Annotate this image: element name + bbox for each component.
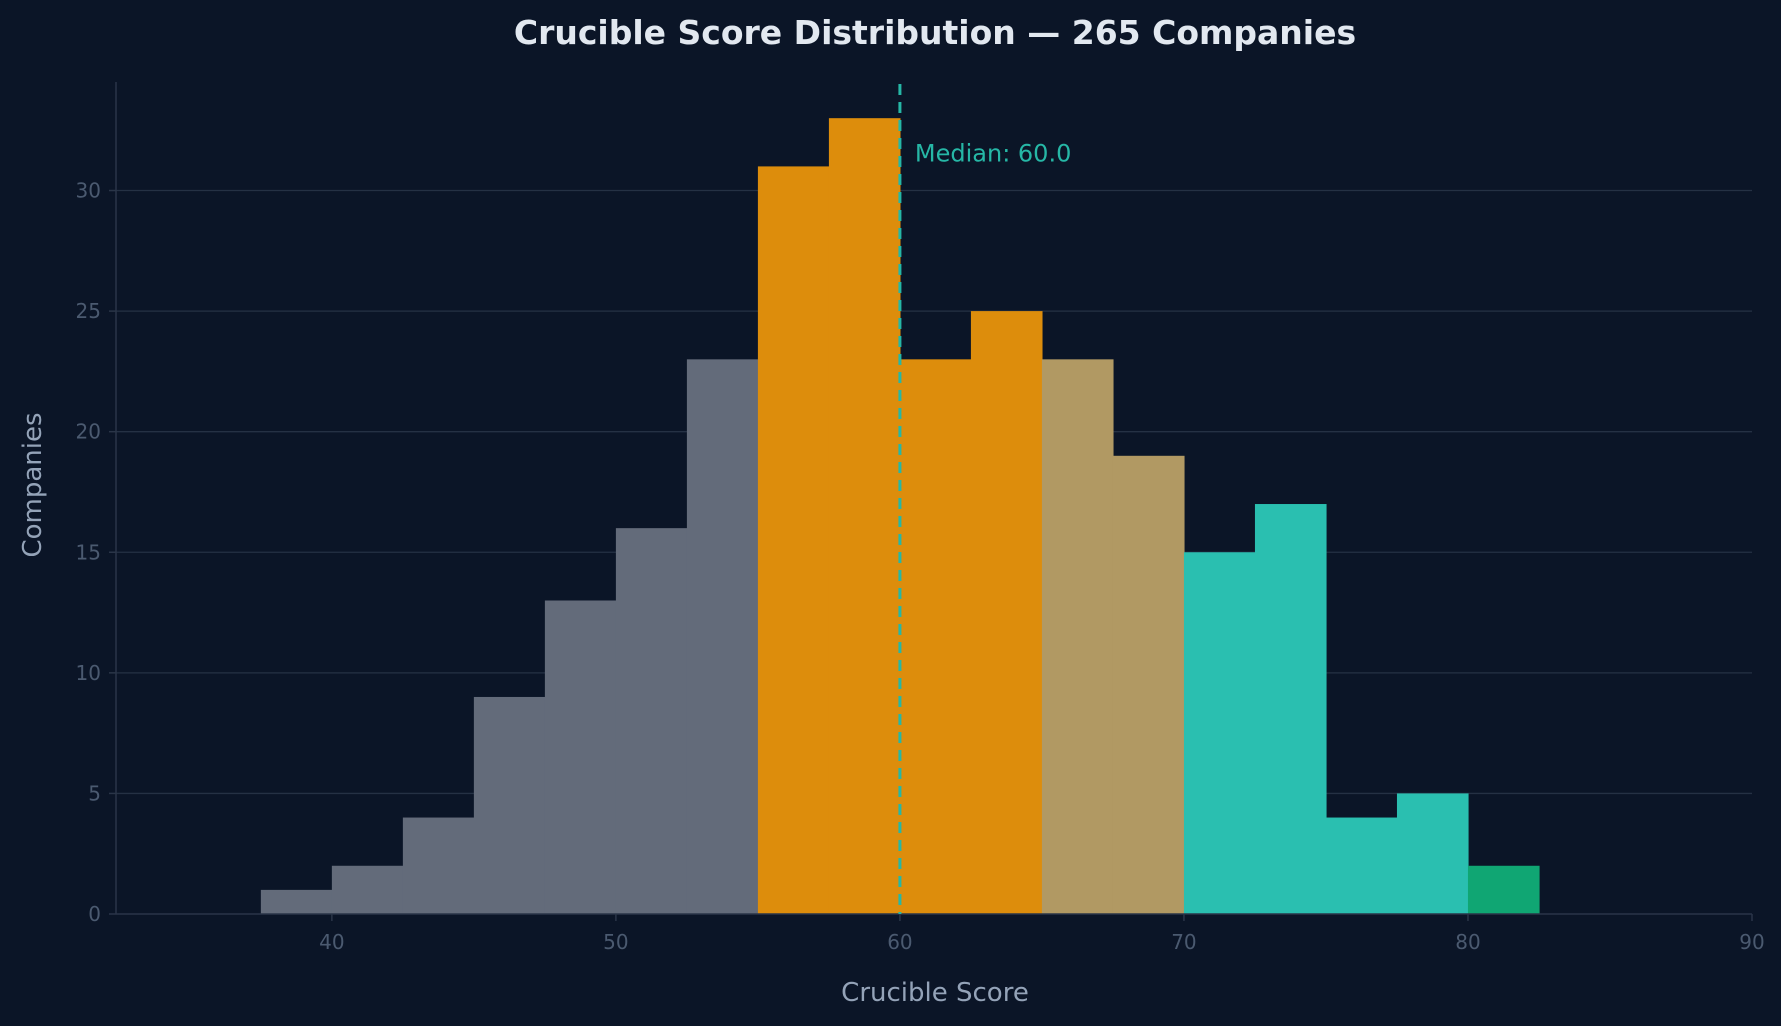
x-tick-label: 60 — [887, 930, 912, 954]
histogram-bar — [1112, 455, 1185, 914]
y-tick-label: 10 — [76, 661, 101, 685]
bars-layer — [260, 118, 1540, 915]
histogram-bar — [1254, 504, 1327, 914]
histogram-bar — [899, 359, 972, 914]
histogram-bar — [686, 359, 759, 914]
ticks-layer: 40 50 60 70 80 90 0 5 10 15 20 25 30 — [76, 179, 1765, 954]
y-tick-label: 0 — [88, 902, 101, 926]
x-tick-label: 40 — [319, 930, 344, 954]
histogram-bar — [1325, 817, 1398, 914]
x-tick-label: 50 — [603, 930, 628, 954]
histogram-bar — [828, 118, 901, 915]
histogram-bar — [473, 696, 546, 914]
median-layer: Median: 60.0 — [898, 84, 1071, 914]
median-label: Median: 60.0 — [915, 140, 1071, 168]
histogram-bar — [1396, 793, 1469, 914]
x-tick-label: 90 — [1739, 930, 1764, 954]
histogram-bar — [402, 817, 475, 914]
histogram-bar — [260, 889, 333, 914]
y-tick-label: 5 — [88, 781, 101, 805]
chart-title: Crucible Score Distribution — 265 Compan… — [514, 13, 1356, 52]
histogram-bar — [615, 528, 688, 914]
histogram-bar — [331, 865, 404, 914]
x-axis-label: Crucible Score — [841, 978, 1029, 1008]
y-tick-label: 25 — [76, 299, 101, 323]
histogram-bar — [544, 600, 617, 914]
histogram-bar — [970, 311, 1043, 914]
histogram-bar — [1467, 865, 1540, 914]
histogram-bar — [1041, 359, 1114, 914]
y-tick-label: 30 — [76, 179, 101, 203]
axes-layer — [115, 82, 1752, 915]
histogram-bar — [757, 166, 830, 915]
x-tick-label: 70 — [1171, 930, 1196, 954]
histogram-bar — [1183, 552, 1256, 914]
y-tick-label: 15 — [76, 540, 101, 564]
x-tick-label: 80 — [1455, 930, 1480, 954]
y-tick-label: 20 — [76, 420, 101, 444]
y-axis-label: Companies — [18, 412, 48, 557]
